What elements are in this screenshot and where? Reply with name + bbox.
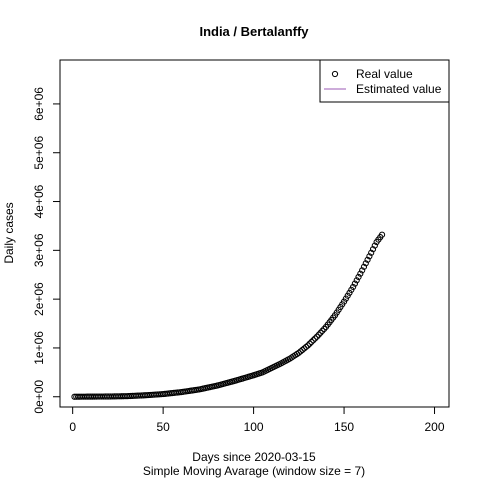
data-point [310, 337, 317, 344]
data-point [302, 343, 310, 351]
data-point [364, 256, 371, 263]
data-point [315, 331, 322, 338]
y-tick-label-2: 2e+06 [32, 282, 46, 316]
data-point [295, 349, 302, 356]
x-axis-label: Days since 2020-03-15 [192, 450, 316, 464]
data-point [297, 348, 304, 355]
data-point [368, 249, 375, 256]
data-point [308, 338, 315, 346]
data-point [378, 231, 386, 238]
y-tick-label-3: 3e+06 [32, 233, 46, 267]
data-point [317, 329, 324, 336]
x-tick-label-4: 200 [425, 420, 445, 434]
data-points [71, 231, 386, 400]
y-tick-label-4: 4e+06 [32, 184, 46, 218]
data-point [301, 345, 308, 352]
legend-marker-real [331, 70, 339, 78]
x-tick-label-0: 0 [69, 420, 76, 434]
y-tick-label-0: 0e+00 [32, 380, 46, 414]
y-axis: 0e+00 1e+06 2e+06 3e+06 4e+06 5e+06 6e+06 [32, 87, 61, 414]
y-tick-label-1: 1e+06 [32, 331, 46, 365]
data-point [350, 283, 357, 291]
data-point [362, 260, 369, 267]
y-tick-label-6: 6e+06 [32, 87, 46, 121]
data-point [304, 342, 311, 349]
data-point [369, 246, 377, 253]
x-axis: 0 50 100 150 200 [69, 406, 445, 434]
data-point [371, 242, 378, 249]
data-point [319, 327, 326, 334]
legend-label-real: Real value [356, 67, 413, 81]
x-tick-label-1: 50 [156, 420, 170, 434]
data-point [312, 335, 319, 342]
x-tick-label-3: 150 [334, 420, 354, 434]
data-point [321, 325, 328, 333]
data-point [357, 270, 364, 277]
data-point [366, 253, 373, 260]
data-point [351, 280, 359, 287]
data-point [359, 267, 366, 274]
chart-subtitle: Simple Moving Avarage (window size = 7) [143, 464, 365, 478]
y-axis-label: Daily cases [2, 202, 16, 263]
data-point [355, 273, 362, 281]
legend-box [319, 59, 450, 103]
data-point [299, 346, 306, 353]
y-tick-label-5: 5e+06 [32, 136, 46, 170]
data-point [360, 263, 368, 270]
plot-frame [59, 59, 450, 408]
chart-title: India / Bertalanffy [199, 24, 309, 39]
data-point [313, 333, 321, 340]
legend-label-estimated: Estimated value [356, 82, 442, 96]
data-point [306, 340, 313, 347]
legend: Real value Estimated value [319, 59, 450, 103]
data-point [353, 277, 360, 284]
x-tick-label-2: 100 [244, 420, 264, 434]
